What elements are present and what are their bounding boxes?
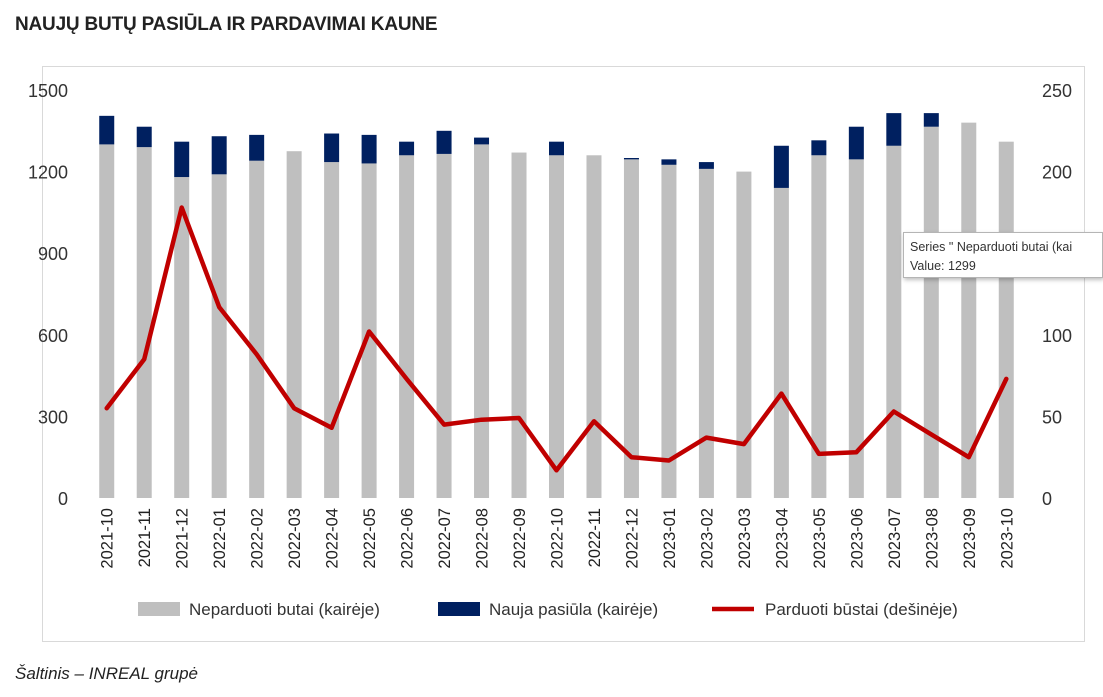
bar-new-supply: [324, 133, 340, 163]
x-tick-label: 2022-11: [586, 508, 604, 567]
x-tick-label: 2022-03: [286, 508, 304, 569]
bar-unsold: [136, 147, 152, 498]
x-tick-label: 2023-05: [811, 508, 829, 569]
bar-unsold: [249, 160, 265, 498]
bar-unsold: [811, 155, 827, 498]
x-tick-label: 2023-03: [736, 508, 754, 569]
tooltip-series: Series " Neparduoti butai (kai: [910, 240, 1073, 254]
bar-unsold: [586, 155, 602, 498]
left-tick-label: 1500: [28, 81, 68, 101]
x-tick-label: 2022-10: [549, 508, 567, 569]
bar-new-supply: [811, 140, 827, 156]
bar-unsold: [923, 126, 939, 498]
bar-unsold: [211, 174, 227, 498]
bar-new-supply: [549, 141, 564, 156]
x-tick-label: 2022-07: [436, 508, 454, 569]
x-tick-label: 2021-12: [174, 508, 192, 569]
x-tick-label: 2022-12: [623, 508, 641, 569]
x-tick-label: 2023-07: [886, 508, 904, 569]
bar-new-supply: [99, 115, 115, 145]
bar-new-supply: [773, 145, 789, 188]
source-note: Šaltinis – INREAL grupė: [15, 664, 199, 683]
x-tick-label: 2022-02: [249, 508, 267, 569]
left-tick-label: 900: [38, 244, 68, 264]
legend-label-sold: Parduoti būstai (dešinėje): [765, 600, 958, 619]
bar-unsold: [998, 141, 1014, 498]
bar-new-supply: [249, 134, 265, 161]
bar-unsold: [474, 144, 490, 498]
bar-unsold: [399, 155, 415, 498]
bar-unsold: [549, 155, 564, 498]
chart-area: [42, 66, 1085, 642]
bar-unsold: [961, 122, 977, 498]
bar-unsold: [436, 153, 452, 499]
bar-unsold: [848, 159, 864, 499]
legend: Neparduoti butai (kairėje) Nauja pasiūla …: [138, 600, 958, 619]
hover-tooltip: Series " Neparduoti butai (kai Value: 12…: [903, 232, 1103, 278]
bar-new-supply: [136, 126, 152, 148]
legend-swatch-new-supply: [438, 602, 480, 616]
bar-unsold: [698, 168, 714, 498]
tooltip-value: Value: 1299: [910, 259, 976, 273]
x-tick-label: 2022-08: [474, 508, 492, 569]
bars-layer: [99, 113, 1014, 499]
x-tick-label: 2021-10: [99, 508, 117, 569]
sold-line: [104, 205, 1009, 473]
bar-unsold: [324, 162, 340, 498]
legend-label-new-supply: Nauja pasiūla (kairėje): [489, 600, 658, 619]
bar-unsold: [511, 152, 527, 498]
bar-new-supply: [361, 134, 377, 164]
bar-new-supply: [848, 126, 864, 160]
x-tick-label: 2023-06: [848, 508, 866, 569]
bar-new-supply: [399, 141, 415, 156]
left-axis-ticks: 0 300 600 900 1200 1500: [28, 81, 68, 509]
x-tick-label: 2023-04: [773, 508, 791, 569]
chart-title: NAUJŲ BUTŲ PASIŪLA IR PARDAVIMAI KAUNE: [15, 14, 438, 35]
right-tick-label: 200: [1042, 163, 1072, 183]
bar-unsold: [661, 164, 677, 499]
x-tick-label: 2023-09: [961, 508, 979, 569]
line-layer: [104, 205, 1009, 473]
bar-unsold: [174, 177, 190, 499]
bar-new-supply: [623, 158, 639, 160]
bar-new-supply: [436, 130, 452, 154]
bar-unsold: [623, 159, 639, 499]
bar-unsold: [736, 171, 752, 498]
bar-new-supply: [886, 113, 902, 146]
bar-new-supply: [661, 159, 677, 165]
legend-label-unsold: Neparduoti butai (kairėje): [189, 600, 380, 619]
left-tick-label: 300: [38, 407, 68, 427]
bar-new-supply: [698, 162, 714, 169]
x-tick-label: 2023-02: [698, 508, 716, 569]
x-tick-label: 2023-01: [661, 508, 679, 569]
right-axis-ticks: 050100150200250: [1042, 81, 1072, 509]
bar-unsold: [286, 151, 302, 498]
x-axis-ticks: 2021-10 2021-11 2021-12 2022-01 2022-02 2022-…: [99, 508, 1017, 569]
bar-unsold: [886, 145, 902, 498]
legend-swatch-unsold: [138, 602, 180, 616]
x-tick-label: 2022-04: [324, 508, 342, 569]
bar-new-supply: [211, 136, 227, 175]
bar-unsold: [773, 187, 789, 499]
left-tick-label: 1200: [28, 163, 68, 183]
left-tick-label: 600: [38, 326, 68, 346]
x-tick-label: 2022-09: [511, 508, 529, 569]
x-tick-label: 2022-05: [361, 508, 379, 569]
x-tick-label: 2021-11: [136, 508, 154, 567]
bar-unsold: [99, 144, 115, 498]
bar-new-supply: [174, 141, 190, 178]
right-tick-label: 100: [1042, 326, 1072, 346]
bar-new-supply: [923, 113, 939, 127]
left-tick-label: 0: [58, 489, 68, 509]
x-tick-label: 2022-06: [399, 508, 417, 569]
right-tick-label: 0: [1042, 489, 1052, 509]
right-tick-label: 50: [1042, 407, 1062, 427]
x-tick-label: 2023-08: [923, 508, 941, 569]
x-tick-label: 2022-01: [211, 508, 229, 569]
right-tick-label: 250: [1042, 81, 1072, 101]
bar-new-supply: [474, 137, 490, 145]
x-tick-label: 2023-10: [998, 508, 1016, 569]
